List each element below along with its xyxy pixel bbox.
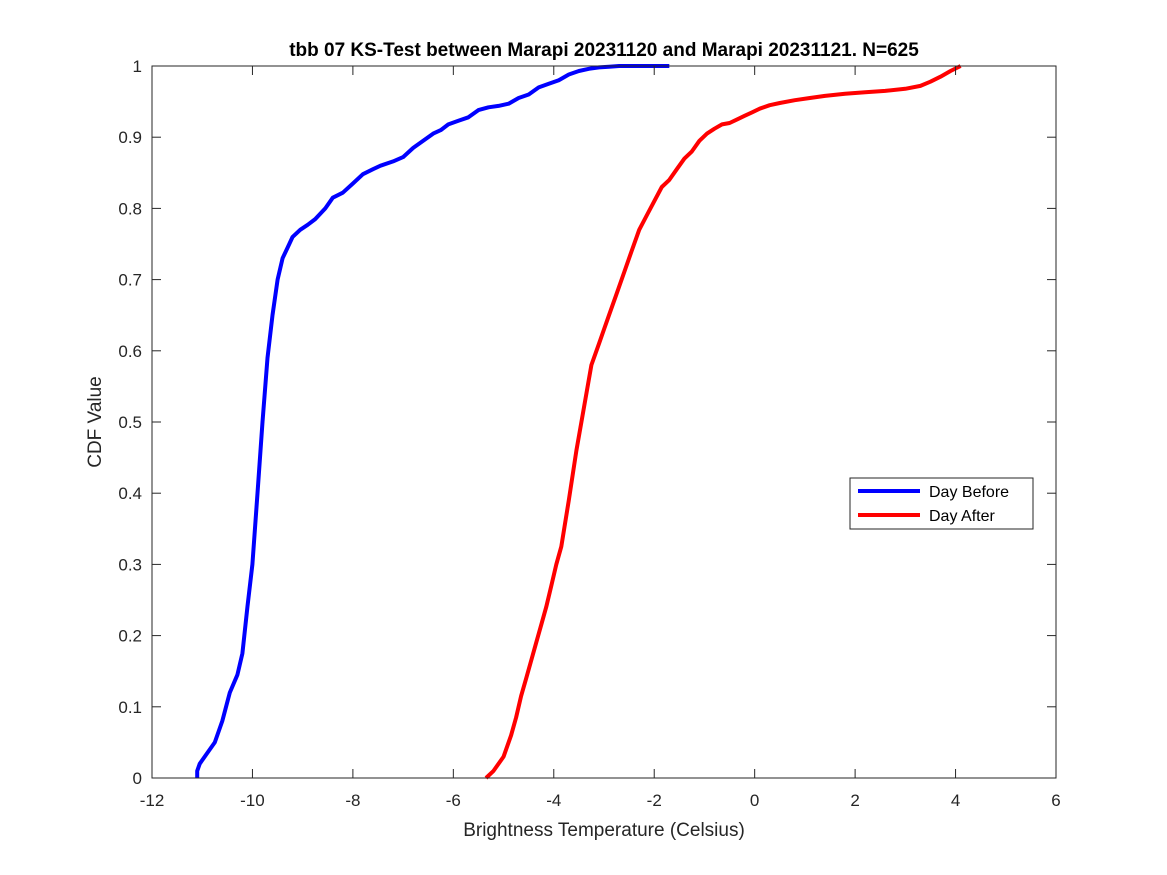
x-axis-label: Brightness Temperature (Celsius) (463, 820, 745, 841)
y-tick-label: 0 (133, 769, 142, 788)
series-layer (195, 64, 962, 780)
x-tick-label: -8 (345, 791, 360, 810)
y-tick-label: 0.2 (118, 627, 142, 646)
x-tick-label: -10 (240, 791, 265, 810)
legend-box (849, 477, 1034, 530)
y-tick-label: 1 (133, 57, 142, 76)
y-tick-label: 0.5 (118, 413, 142, 432)
chart-title: tbb 07 KS-Test between Marapi 20231120 a… (289, 40, 919, 61)
x-tick-label: -4 (546, 791, 561, 810)
y-tick-label: 0.8 (118, 199, 142, 218)
ticks-layer: -12 -10 -8 -6 -4 -2 0 2 4 6 0 0.1 0.2 0.3 0.4 0.5 0.6 0.7… (118, 57, 1060, 810)
y-tick-label: 0.6 (118, 342, 142, 361)
y-axis-label: CDF Value (85, 376, 106, 468)
x-tick-label: -6 (446, 791, 461, 810)
plot-area (152, 66, 1056, 778)
legend-label-day-after: Day After (929, 508, 995, 525)
x-tick-label: -2 (647, 791, 662, 810)
x-tick-label: 2 (850, 791, 859, 810)
y-tick-label: 0.1 (118, 698, 142, 717)
x-tick-label: 4 (951, 791, 960, 810)
x-tick-label: 0 (750, 791, 759, 810)
x-tick-label: -12 (140, 791, 165, 810)
legend: Day Before Day After (849, 477, 1034, 530)
y-tick-label: 0.9 (118, 128, 142, 147)
y-tick-label: 0.4 (118, 484, 142, 503)
y-tick-label: 0.7 (118, 271, 142, 290)
y-tick-label: 0.3 (118, 555, 142, 574)
series-line-day-before (195, 64, 670, 778)
legend-label-day-before: Day Before (929, 484, 1009, 501)
x-tick-label: 6 (1051, 791, 1060, 810)
series-line-day-after (484, 64, 962, 780)
